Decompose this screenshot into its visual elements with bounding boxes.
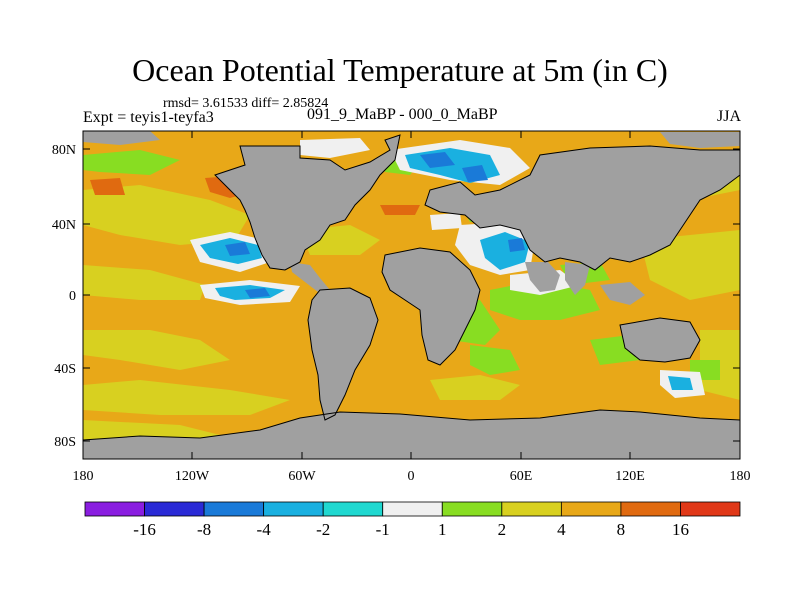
temperature-field xyxy=(83,131,740,459)
lon-tick-label: 180 xyxy=(730,469,751,484)
colorbar-label: 2 xyxy=(498,520,507,539)
experiment-periods: 091_9_MaBP - 000_0_MaBP xyxy=(307,106,498,123)
colorbar-label: -8 xyxy=(197,520,211,539)
colorbar: -16 -8 -4 -2 -1 1 2 4 8 16 xyxy=(84,501,741,539)
stats-text: rmsd= 3.61533 diff= 2.85824 xyxy=(163,96,329,111)
lon-tick-label: 60E xyxy=(510,469,533,484)
colorbar-swatch xyxy=(203,501,265,517)
colorbar-label: 1 xyxy=(438,520,447,539)
colorbar-swatch xyxy=(382,501,443,517)
lon-tick-label: 0 xyxy=(408,469,415,484)
colorbar-swatch xyxy=(322,501,384,517)
land-mask xyxy=(83,131,740,459)
blue-regions xyxy=(225,152,525,298)
colorbar-swatch xyxy=(263,501,324,517)
map-title: Ocean Potential Temperature at 5m (in C) xyxy=(132,52,668,88)
colorbar-label: 16 xyxy=(672,520,689,539)
lon-tick-label: 120E xyxy=(615,469,645,484)
lat-tick-label: 0 xyxy=(69,289,76,304)
lat-tick-label: 40N xyxy=(52,218,76,233)
colorbar-label: -2 xyxy=(316,520,330,539)
colorbar-swatch xyxy=(84,501,145,517)
experiment-id: Expt = teyis1-teyfa3 xyxy=(83,109,214,126)
coastlines xyxy=(83,134,740,441)
colorbar-label: -4 xyxy=(257,520,272,539)
lon-tick-label: 120W xyxy=(175,469,210,484)
lat-tick-label: 40S xyxy=(54,362,76,377)
season-label: JJA xyxy=(716,108,741,125)
colorbar-label: -1 xyxy=(376,520,390,539)
colorbar-swatch xyxy=(620,501,681,517)
colorbar-swatch xyxy=(144,501,205,517)
colorbar-label: 8 xyxy=(617,520,626,539)
colorbar-swatch xyxy=(501,501,562,517)
colorbar-swatch xyxy=(441,501,503,517)
colorbar-swatch xyxy=(680,501,741,517)
colorbar-label: 4 xyxy=(557,520,566,539)
latitude-axis: 80N 40N 0 40S 80S xyxy=(52,143,740,450)
lat-tick-label: 80N xyxy=(52,143,76,158)
lon-tick-label: 180 xyxy=(73,469,94,484)
longitude-axis: 180 120W 60W 0 60E 120E 180 xyxy=(73,131,751,484)
lat-tick-label: 80S xyxy=(54,435,76,450)
colorbar-label: -16 xyxy=(133,520,156,539)
colorbar-swatch xyxy=(560,501,622,517)
lon-tick-label: 60W xyxy=(288,469,316,484)
